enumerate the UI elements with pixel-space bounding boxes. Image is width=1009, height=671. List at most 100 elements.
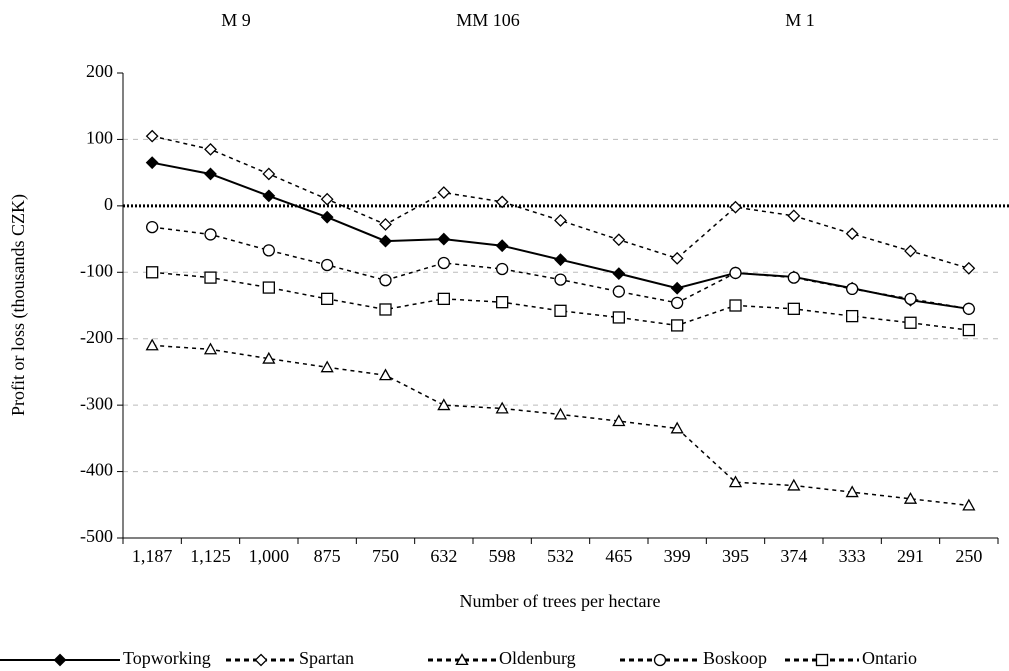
marker (437, 232, 451, 246)
marker (729, 299, 742, 312)
y-tick-label: -200 (80, 327, 113, 347)
marker (203, 342, 218, 355)
y-tick-label: -400 (80, 460, 113, 480)
x-axis-title: Number of trees per hectare (460, 591, 661, 611)
legend-label: Topworking (123, 648, 211, 668)
marker (145, 129, 159, 143)
rootstock-label: MM 106 (456, 10, 520, 30)
marker (962, 498, 976, 511)
y-tick-label: -100 (80, 260, 113, 280)
marker (262, 189, 276, 203)
marker (321, 258, 334, 272)
marker (437, 186, 451, 199)
marker (495, 195, 509, 209)
marker (455, 653, 469, 666)
x-tick-label: 291 (897, 546, 924, 566)
marker (612, 311, 625, 324)
marker (53, 653, 67, 667)
x-tick-label: 1,125 (190, 546, 231, 566)
marker (204, 271, 217, 284)
marker (612, 267, 626, 281)
marker (787, 478, 801, 491)
marker (612, 285, 625, 298)
marker (262, 351, 276, 364)
marker (904, 292, 917, 306)
marker (437, 292, 450, 306)
marker (612, 233, 626, 247)
marker (496, 262, 509, 276)
marker (962, 302, 975, 315)
x-tick-label: 750 (372, 546, 399, 566)
x-tick-label: 374 (780, 546, 807, 566)
marker (903, 491, 918, 504)
marker (670, 281, 684, 295)
x-tick-label: 250 (955, 546, 982, 566)
marker (729, 200, 742, 214)
marker (495, 239, 509, 253)
marker (653, 653, 667, 667)
series-line (152, 271, 969, 331)
y-tick-label: -300 (80, 393, 113, 413)
series-line (152, 135, 970, 270)
marker (496, 296, 509, 309)
marker (379, 274, 392, 287)
marker (815, 653, 829, 667)
x-tick-label: 632 (430, 546, 457, 566)
marker (146, 266, 159, 279)
y-tick-label: 200 (86, 61, 113, 81)
x-tick-label: 1,187 (132, 546, 173, 566)
y-axis-title: Profit or loss (thousands CZK) (8, 194, 29, 416)
legend-label: Spartan (299, 648, 354, 668)
marker (787, 209, 801, 223)
x-tick-label: 598 (489, 546, 516, 566)
legend-label: Ontario (862, 648, 917, 668)
x-tick-label: 333 (839, 546, 866, 566)
marker (145, 156, 159, 170)
y-tick-label: 0 (104, 194, 113, 214)
marker (204, 142, 217, 156)
x-tick-label: 875 (314, 546, 341, 566)
marker (670, 251, 684, 265)
marker (204, 167, 217, 181)
marker (846, 309, 859, 323)
marker (146, 220, 159, 234)
marker (671, 296, 684, 309)
marker (204, 228, 217, 241)
marker (962, 261, 976, 275)
marker (437, 398, 451, 411)
marker (320, 192, 334, 206)
marker (437, 256, 450, 270)
marker (728, 475, 743, 488)
marker (670, 421, 684, 434)
marker (612, 414, 626, 427)
marker (262, 244, 275, 257)
x-tick-label: 395 (722, 546, 749, 566)
legend-label: Boskoop (703, 648, 767, 668)
y-tick-label: 100 (86, 128, 113, 148)
marker (845, 227, 859, 241)
marker (846, 282, 859, 296)
marker (495, 401, 509, 414)
marker (320, 360, 334, 373)
marker (904, 316, 917, 329)
marker (554, 214, 567, 227)
x-tick-label: 1,000 (249, 546, 290, 566)
marker (262, 281, 275, 294)
marker (671, 319, 684, 332)
x-tick-label: 465 (605, 546, 632, 566)
marker (554, 253, 567, 267)
marker (787, 302, 800, 315)
x-tick-label: 399 (664, 546, 691, 566)
marker (787, 271, 800, 284)
marker (379, 218, 392, 231)
y-tick-label: -500 (80, 526, 113, 546)
x-tick-label: 532 (547, 546, 574, 566)
marker (845, 485, 859, 498)
marker (321, 292, 334, 306)
marker (145, 338, 159, 351)
marker (378, 368, 393, 381)
legend-label: Oldenburg (499, 648, 576, 668)
series-line (152, 344, 969, 507)
marker (379, 234, 392, 248)
